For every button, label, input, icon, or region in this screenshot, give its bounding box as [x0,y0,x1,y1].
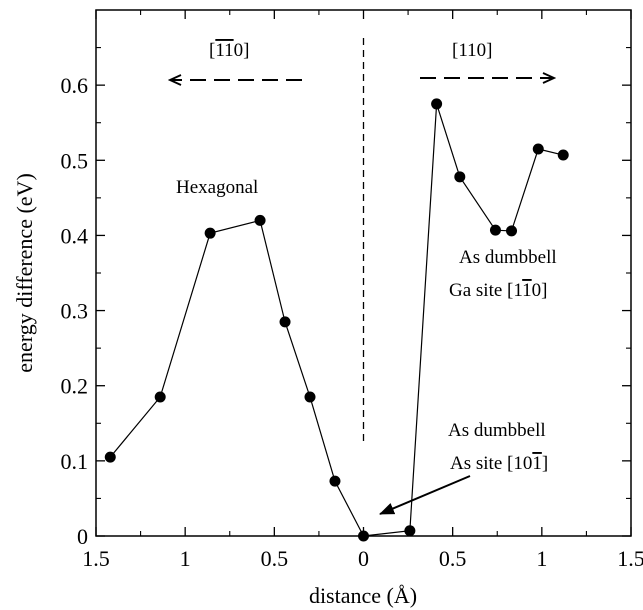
data-point [489,224,501,236]
x-tick-label: 1.5 [617,546,643,571]
y-tick-label: 0.3 [61,299,89,324]
annotation-as-line1: As dumbbell [448,420,546,441]
direction-left-label: [110] [209,40,249,61]
y-tick-label: 0.6 [61,73,89,98]
data-point [532,143,544,155]
series-points [104,98,569,542]
data-point [154,391,166,403]
y-tick-label: 0.5 [61,148,89,173]
data-point [506,225,518,237]
data-point [431,98,443,110]
annotation-as-line2: As site [101] [450,453,548,474]
annotation-as-arrow [379,475,471,515]
data-point [304,391,316,403]
y-tick-label: 0.2 [61,374,89,399]
y-tick-label: 0.1 [61,449,89,474]
data-point [279,316,291,328]
data-point [254,214,266,226]
direction-right: [110] [420,40,554,78]
x-tick-label: 0.5 [261,546,289,571]
x-axis-label: distance (Å) [309,583,417,608]
axis-tick-labels: 1.5 1 0.5 0 0.5 1 1.500.10.20.30.40.50.6 [61,73,643,571]
data-point [104,451,116,463]
x-tick-label: 0.5 [439,546,467,571]
annotation-hexagonal: Hexagonal [176,177,258,198]
annotation-ga-line1: As dumbbell [459,247,557,268]
y-tick-label: 0.4 [61,223,89,248]
data-point [329,475,341,487]
y-tick-label: 0 [77,524,88,549]
annotation-ga-line2: Ga site [110] [449,280,548,301]
x-tick-label: 1 [536,546,547,571]
axis-ticks [95,10,632,537]
data-point [454,171,466,183]
data-point [557,149,569,161]
direction-right-label: [110] [452,40,492,61]
data-point [204,227,216,239]
data-point [358,530,369,542]
data-point [404,525,416,537]
direction-left: [110] [170,40,302,80]
x-tick-label: 1.5 [82,546,110,571]
y-axis-label: energy difference (eV) [12,173,37,373]
x-tick-label: 1 [180,546,191,571]
x-tick-label: 0 [358,546,369,571]
